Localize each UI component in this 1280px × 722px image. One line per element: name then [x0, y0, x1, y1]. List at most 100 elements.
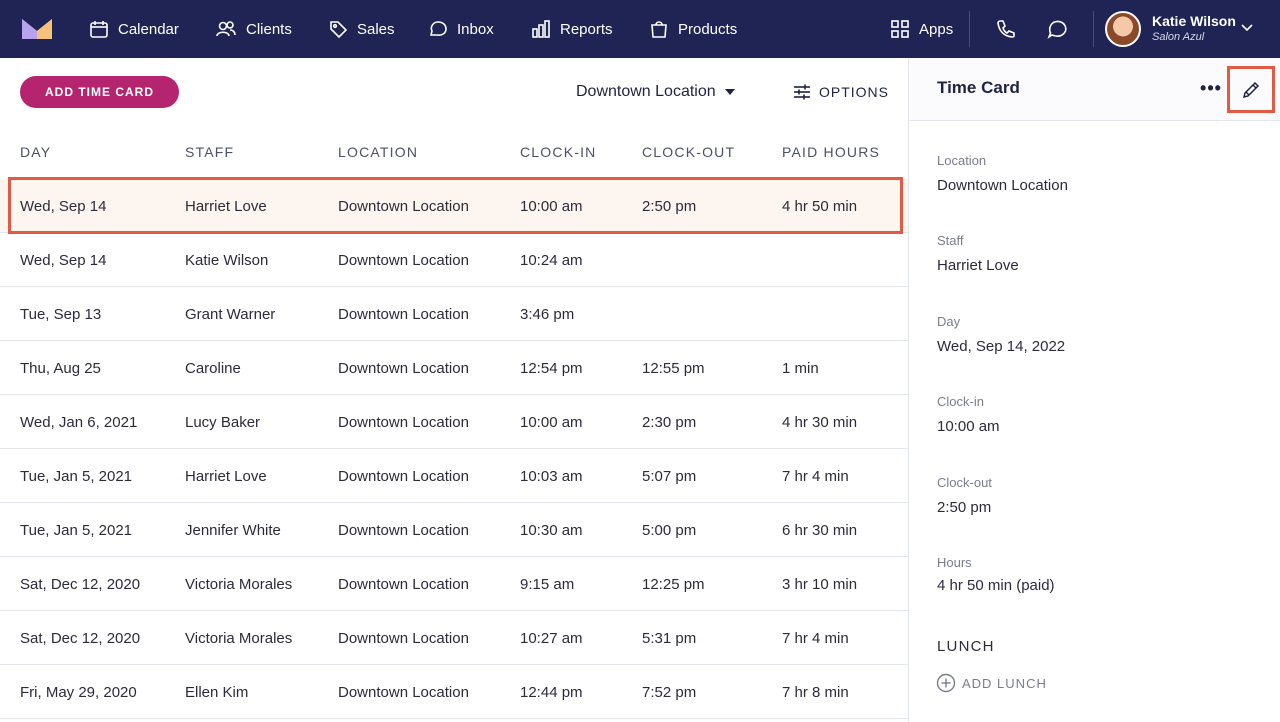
nav-inbox[interactable]: Inbox — [428, 0, 494, 58]
table-row[interactable]: Wed, Jan 6, 2021 Lucy Baker Downtown Locat… — [0, 395, 908, 449]
cell-staff: Harriet Love — [185, 467, 267, 485]
nav-sales[interactable]: Sales — [328, 0, 395, 58]
cell-staff: Lucy Baker — [185, 413, 261, 431]
field-value-staff: Harriet Love — [937, 257, 1019, 274]
nav-sales-label: Sales — [357, 20, 395, 38]
nav-clients-label: Clients — [246, 20, 292, 38]
cell-day: Sat, Dec 12, 2020 — [20, 629, 141, 647]
cell-paid-hours: 3 hr 10 min — [782, 575, 858, 593]
table-row[interactable]: Wed, Sep 14 Harriet Love Downtown Location… — [0, 179, 908, 233]
nav-reports-label: Reports — [560, 20, 613, 38]
shopping-bag-icon — [651, 21, 667, 38]
table-row[interactable]: Wed, Sep 14 Katie Wilson Downtown Location… — [0, 233, 908, 287]
cell-paid-hours: 4 hr 50 min — [782, 197, 858, 215]
table-row[interactable]: Sat, Dec 12, 2020 Victoria Morales Downtow… — [0, 557, 908, 611]
table-row[interactable]: Tue, Sep 13 Grant Warner Downtown Location… — [0, 287, 908, 341]
column-header-staff[interactable]: STAFF — [185, 144, 235, 160]
cell-staff: Harriet Love — [185, 197, 267, 215]
cell-paid-hours: 7 hr 4 min — [782, 629, 849, 647]
cell-location: Downtown Location — [338, 467, 469, 485]
cell-clock-in: 10:00 am — [520, 197, 583, 215]
column-header-clock-out[interactable]: CLOCK-OUT — [642, 144, 736, 160]
add-lunch-button[interactable]: ADD LUNCH — [936, 672, 1047, 694]
cell-clock-out: 2:50 pm — [642, 197, 697, 215]
edit-button[interactable] — [1227, 66, 1275, 113]
add-time-card-button[interactable]: ADD TIME CARD — [20, 76, 179, 108]
user-avatar[interactable] — [1105, 11, 1141, 47]
cell-clock-out: 2:30 pm — [642, 413, 697, 431]
caret-down-icon — [724, 89, 735, 95]
table-row[interactable]: Fri, May 29, 2020 Ellen Kim Downtown Locat… — [0, 665, 908, 719]
nav-reports[interactable]: Reports — [531, 0, 613, 58]
nav-products[interactable]: Products — [649, 0, 737, 58]
cell-staff: Katie Wilson — [185, 251, 269, 269]
cell-clock-out: 5:00 pm — [642, 521, 697, 539]
brand-logo[interactable] — [22, 17, 52, 39]
cell-day: Tue, Jan 5, 2021 — [20, 467, 133, 485]
column-header-day[interactable]: DAY — [20, 144, 52, 160]
nav-divider — [1093, 11, 1094, 47]
nav-apps[interactable]: Apps — [890, 0, 953, 58]
messages-button[interactable] — [1039, 0, 1075, 58]
cell-location: Downtown Location — [338, 251, 469, 269]
grid-icon — [891, 20, 909, 38]
users-icon — [216, 21, 236, 37]
cell-day: Wed, Sep 14 — [20, 251, 107, 269]
phone-button[interactable] — [988, 0, 1024, 58]
field-label-clock-in: Clock-in — [937, 394, 984, 409]
cell-location: Downtown Location — [338, 683, 469, 701]
cell-clock-out: 5:07 pm — [642, 467, 697, 485]
cell-clock-in: 10:27 am — [520, 629, 583, 647]
options-label: OPTIONS — [819, 84, 890, 100]
cell-clock-in: 9:15 am — [520, 575, 575, 593]
column-header-clock-in[interactable]: CLOCK-IN — [520, 144, 597, 160]
more-options-button[interactable]: ••• — [1200, 77, 1222, 98]
table-row[interactable]: Thu, Aug 25 Caroline Downtown Location 12:5… — [0, 341, 908, 395]
cell-clock-in: 3:46 pm — [520, 305, 575, 323]
cell-clock-out: 7:52 pm — [642, 683, 697, 701]
nav-products-label: Products — [678, 20, 738, 38]
nav-divider — [969, 11, 970, 47]
cell-day: Fri, May 29, 2020 — [20, 683, 137, 701]
plus-circle-icon — [936, 673, 956, 693]
cell-day: Tue, Jan 5, 2021 — [20, 521, 133, 539]
lunch-section-title: LUNCH — [937, 638, 995, 655]
user-name[interactable]: Katie Wilson — [1152, 13, 1236, 29]
options-button[interactable]: OPTIONS — [793, 80, 889, 104]
cell-paid-hours: 6 hr 30 min — [782, 521, 858, 539]
location-dropdown[interactable]: Downtown Location — [576, 80, 735, 104]
cell-staff: Jennifer White — [185, 521, 281, 539]
cell-clock-out: 12:25 pm — [642, 575, 705, 593]
table-row[interactable]: Sat, Dec 12, 2020 Victoria Morales Downtow… — [0, 611, 908, 665]
chevron-down-icon[interactable] — [1240, 20, 1254, 34]
cell-clock-in: 10:03 am — [520, 467, 583, 485]
column-header-paid-hours[interactable]: PAID HOURS — [782, 144, 881, 160]
field-label-staff: Staff — [937, 233, 964, 248]
cell-staff: Grant Warner — [185, 305, 276, 323]
phone-icon — [997, 20, 1015, 38]
cell-paid-hours: 7 hr 8 min — [782, 683, 849, 701]
table-row[interactable]: Tue, Jan 5, 2021 Harriet Love Downtown Loc… — [0, 449, 908, 503]
panel-title: Time Card — [937, 78, 1020, 97]
cell-clock-in: 12:44 pm — [520, 683, 583, 701]
bar-chart-icon — [532, 20, 550, 38]
field-value-hours: 4 hr 50 min (paid) — [937, 577, 1055, 594]
cell-location: Downtown Location — [338, 629, 469, 647]
nav-calendar[interactable]: Calendar — [89, 0, 179, 58]
cell-clock-in: 10:00 am — [520, 413, 583, 431]
nav-apps-label: Apps — [919, 20, 954, 38]
calendar-icon — [90, 21, 108, 38]
table-row[interactable]: Tue, Jan 5, 2021 Jennifer White Downtown L… — [0, 503, 908, 557]
cell-staff: Ellen Kim — [185, 683, 249, 701]
cell-location: Downtown Location — [338, 359, 469, 377]
cell-clock-in: 12:54 pm — [520, 359, 583, 377]
field-value-day: Wed, Sep 14, 2022 — [937, 338, 1066, 355]
cell-location: Downtown Location — [338, 305, 469, 323]
cell-location: Downtown Location — [338, 413, 469, 431]
column-header-location[interactable]: LOCATION — [338, 144, 419, 160]
cell-clock-in: 10:30 am — [520, 521, 583, 539]
pencil-icon — [1242, 81, 1260, 98]
table-header: DAY STAFF LOCATION CLOCK-IN CLOCK-OUT PA… — [0, 125, 908, 179]
field-value-clock-in: 10:00 am — [937, 418, 1000, 435]
nav-clients[interactable]: Clients — [215, 0, 292, 58]
